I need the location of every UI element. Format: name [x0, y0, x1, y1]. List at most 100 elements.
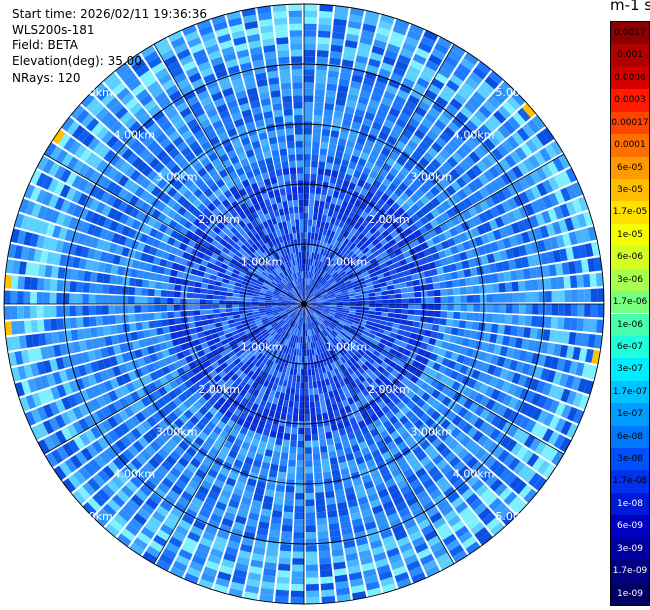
range-gate: [313, 121, 322, 129]
range-gate: [354, 530, 367, 540]
range-gate: [510, 270, 518, 281]
range-gate: [316, 296, 323, 300]
range-gate: [548, 415, 561, 430]
range-gate: [286, 380, 292, 388]
range-gate: [372, 86, 385, 97]
range-gate: [217, 346, 225, 353]
range-gate: [264, 300, 272, 303]
range-gate: [502, 394, 513, 407]
range-gate: [31, 392, 43, 407]
range-gate: [479, 186, 490, 199]
range-gate: [182, 349, 191, 358]
range-gate: [382, 220, 391, 230]
range-gate: [108, 295, 116, 304]
range-gate: [238, 330, 246, 337]
range-gate: [153, 379, 163, 389]
range-gate: [145, 193, 156, 205]
range-gate: [440, 61, 456, 74]
range-gate: [78, 466, 92, 481]
range-gate: [328, 312, 336, 316]
range-gate: [294, 294, 300, 300]
range-gate: [133, 513, 147, 526]
range-gate: [339, 206, 346, 215]
range-gate: [253, 330, 261, 336]
range-gate: [202, 217, 212, 227]
range-gate: [155, 248, 164, 258]
range-gate: [348, 14, 363, 23]
range-gate: [425, 323, 433, 331]
range-gate: [480, 469, 494, 483]
range-gate: [306, 245, 310, 253]
range-gate: [93, 249, 103, 261]
range-gate: [180, 311, 188, 317]
range-gate: [508, 336, 517, 348]
range-gate: [61, 396, 72, 411]
range-gate: [96, 326, 105, 337]
range-gate: [152, 389, 162, 400]
range-gate: [265, 401, 272, 410]
range-gate: [312, 321, 316, 328]
range-gate: [252, 357, 259, 365]
range-gate: [386, 373, 396, 382]
range-gate: [145, 444, 157, 457]
range-gate: [212, 226, 222, 235]
range-gate: [380, 529, 393, 540]
range-gate: [237, 402, 246, 412]
range-gate: [343, 446, 353, 455]
range-gate: [213, 285, 221, 291]
range-gate: [113, 513, 128, 528]
range-gate: [251, 347, 258, 355]
range-gate: [208, 257, 217, 265]
range-gate: [51, 331, 60, 344]
range-gate: [542, 382, 553, 396]
range-gate: [247, 378, 255, 387]
range-gate: [334, 381, 342, 389]
range-gate: [390, 72, 404, 83]
range-gate: [284, 426, 292, 434]
range-gate: [154, 312, 162, 320]
range-gate: [378, 324, 386, 330]
range-gate: [305, 479, 314, 487]
range-gate: [97, 436, 109, 450]
range-gate: [346, 232, 354, 241]
range-gate: [117, 508, 132, 522]
range-gate: [121, 225, 131, 237]
range-gate: [18, 261, 27, 275]
range-gate: [438, 114, 451, 126]
range-gate: [304, 43, 316, 50]
range-gate: [362, 514, 375, 525]
range-gate: [213, 313, 221, 319]
range-gate: [285, 485, 295, 493]
range-gate: [386, 207, 396, 216]
range-gate: [82, 305, 90, 316]
range-gate: [272, 503, 283, 512]
range-gate: [88, 305, 96, 316]
range-gate: [291, 301, 298, 303]
range-gate: [4, 321, 13, 336]
range-gate: [125, 341, 134, 352]
range-gate: [360, 29, 375, 39]
range-gate: [93, 226, 103, 238]
range-gate: [354, 184, 363, 194]
range-gate: [270, 330, 277, 337]
range-gate: [362, 353, 370, 361]
range-gate: [323, 115, 333, 124]
range-gate: [554, 189, 566, 204]
range-gate: [324, 273, 330, 280]
range-gate: [293, 321, 297, 329]
range-gate: [230, 493, 242, 503]
range-gate: [306, 349, 310, 357]
range-gate: [433, 310, 441, 318]
range-gate: [277, 301, 285, 303]
range-gate: [89, 271, 98, 283]
range-gate: [493, 110, 507, 124]
range-gate: [498, 226, 509, 239]
range-gate: [307, 309, 313, 315]
range-gate: [253, 272, 261, 278]
range-gate: [488, 114, 502, 129]
range-gate: [390, 405, 401, 415]
range-gate: [341, 314, 349, 318]
range-gate: [305, 291, 308, 298]
range-gate: [329, 323, 336, 329]
range-gate: [109, 377, 120, 389]
